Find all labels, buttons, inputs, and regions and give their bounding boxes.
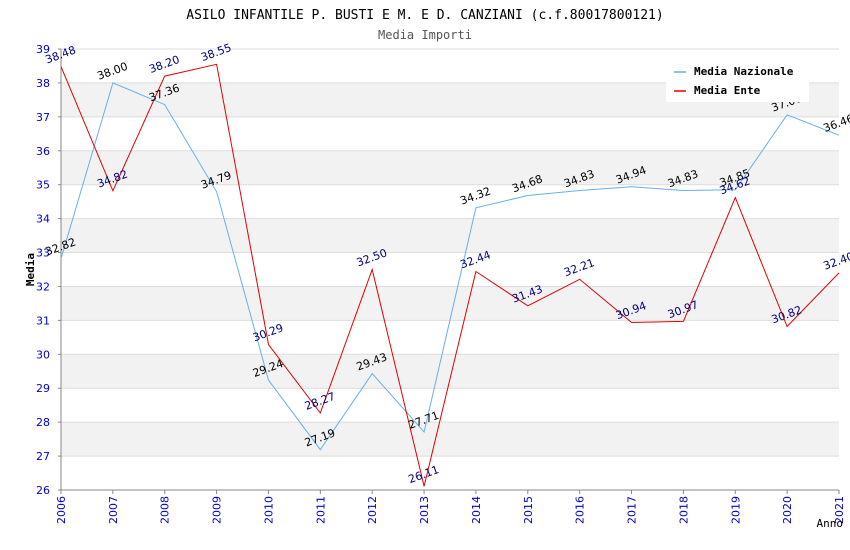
plot-band — [61, 388, 839, 423]
x-tick-label: 2017 — [626, 496, 639, 524]
plot-band — [61, 320, 839, 355]
y-tick-label: 29 — [36, 382, 50, 395]
x-tick-label: 2006 — [55, 496, 68, 524]
x-tick-label: 2010 — [262, 496, 275, 524]
x-axis-ticks: 2006 2007 2008 2009 2010 2011 2012 2013 2014 2015… — [55, 490, 846, 524]
y-tick-label: 28 — [36, 416, 50, 429]
y-tick-label: 33 — [36, 247, 50, 260]
y-tick-label: 32 — [36, 280, 50, 293]
chart-subtitle: Media Importi — [378, 28, 472, 42]
y-tick-label: 31 — [36, 314, 50, 327]
x-tick-label: 2008 — [159, 496, 172, 524]
y-tick-label: 34 — [36, 213, 50, 226]
x-tick-label: 2009 — [211, 496, 224, 524]
plot-band — [61, 116, 839, 151]
plot-band — [61, 422, 839, 457]
x-tick-label: 2018 — [677, 496, 690, 524]
x-tick-label: 2019 — [729, 496, 742, 524]
y-tick-label: 30 — [36, 348, 50, 361]
plot-band — [61, 252, 839, 287]
x-tick-label: 2014 — [470, 496, 483, 524]
y-tick-label: 38 — [36, 77, 50, 90]
x-tick-label: 2016 — [574, 496, 587, 524]
plot-band — [61, 150, 839, 185]
legend-label-ente: Media Ente — [694, 84, 761, 97]
plot-band — [61, 218, 839, 253]
series-line-nazionale — [60, 82, 840, 451]
y-tick-label: 39 — [36, 43, 50, 56]
x-axis-label: Anno — [817, 517, 844, 530]
y-axis-label: Media — [24, 253, 37, 286]
y-tick-label: 35 — [36, 179, 50, 192]
y-tick-label: 26 — [36, 484, 50, 497]
series-line-ente — [60, 63, 840, 487]
chart-title: ASILO INFANTILE P. BUSTI E M. E D. CANZI… — [186, 8, 663, 23]
series-group — [60, 63, 840, 487]
x-tick-label: 2015 — [522, 496, 535, 524]
legend: Media Nazionale Media Ente — [666, 60, 809, 102]
legend-label-nazionale: Media Nazionale — [694, 65, 794, 78]
x-tick-label: 2011 — [314, 496, 327, 524]
plot-band — [61, 286, 839, 321]
axes — [60, 49, 839, 491]
y-tick-label: 27 — [36, 450, 50, 463]
plot-band — [61, 456, 839, 490]
y-tick-label: 36 — [36, 145, 50, 158]
x-tick-label: 2021 — [833, 496, 846, 524]
x-tick-label: 2007 — [107, 496, 120, 524]
y-tick-label: 37 — [36, 111, 50, 124]
x-tick-label: 2020 — [781, 496, 794, 524]
plot-band — [61, 354, 839, 389]
x-tick-label: 2012 — [366, 496, 379, 524]
y-axis-ticks: 26 27 28 29 30 31 32 33 34 35 36 37 38 39 — [36, 43, 61, 497]
plot-bands — [61, 49, 839, 490]
x-tick-label: 2013 — [418, 496, 431, 524]
legend-box — [666, 60, 809, 102]
